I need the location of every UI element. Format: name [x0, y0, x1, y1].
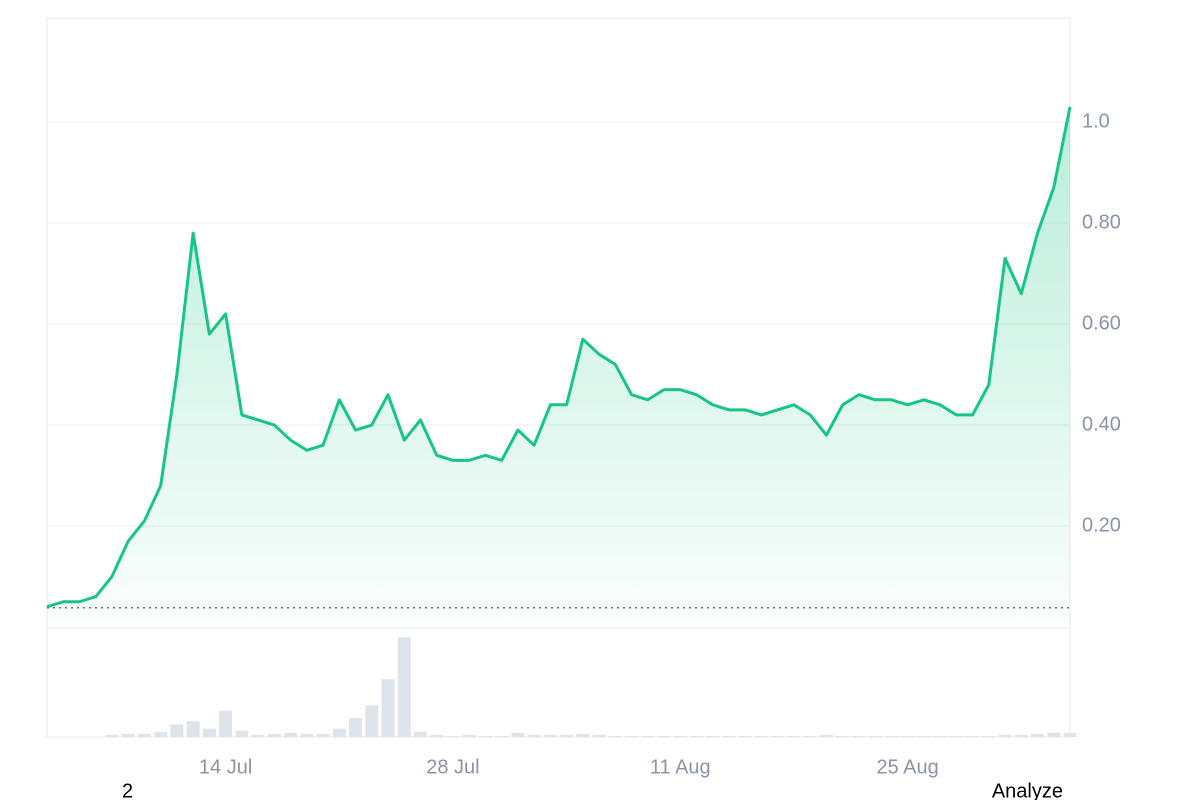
- volume-bar: [754, 735, 768, 737]
- volume-bar: [673, 735, 687, 737]
- volume-bar: [884, 735, 898, 737]
- volume-bar: [527, 734, 541, 737]
- volume-bar: [430, 734, 444, 737]
- volume-bar: [657, 735, 671, 737]
- volume-bar: [771, 735, 785, 737]
- volume-bar: [852, 735, 866, 737]
- volume-bar: [625, 735, 639, 737]
- volume-bar: [836, 735, 850, 737]
- volume-bar: [819, 734, 833, 737]
- volume-bar: [284, 732, 298, 737]
- volume-bar: [722, 735, 736, 737]
- volume-bar: [543, 734, 557, 737]
- y-tick-label: 1.0: [1082, 110, 1110, 132]
- y-tick-label: 0.60: [1082, 312, 1121, 334]
- volume-bar: [966, 735, 980, 737]
- volume-bar: [332, 728, 346, 737]
- volume-bar: [219, 710, 233, 737]
- volume-bar: [787, 735, 801, 737]
- volume-bar: [738, 735, 752, 737]
- y-tick-label: 0.80: [1082, 211, 1121, 233]
- y-tick-label: 0.20: [1082, 514, 1121, 536]
- volume-bar: [949, 735, 963, 737]
- footer-right[interactable]: Analyze: [992, 780, 1063, 802]
- volume-bar: [1031, 733, 1045, 737]
- volume-bar: [105, 734, 119, 737]
- volume-bar: [316, 733, 330, 737]
- volume-bar: [300, 733, 314, 737]
- price-area: [47, 106, 1070, 628]
- volume-bar: [154, 731, 168, 737]
- volume-bar: [137, 733, 151, 737]
- volume-bar: [576, 733, 590, 737]
- footer-left: 2: [122, 780, 133, 800]
- volume-bar: [592, 734, 606, 737]
- price-line: [46, 106, 1072, 609]
- volume-bar: [381, 679, 395, 737]
- volume-bar: [706, 735, 720, 737]
- volume-bar: [998, 734, 1012, 737]
- volume-bar: [1047, 732, 1061, 737]
- volume-bar: [690, 735, 704, 737]
- volume-bar: [608, 735, 622, 737]
- volume-bar: [901, 735, 915, 737]
- volume-bar: [446, 735, 460, 737]
- volume-bar: [560, 734, 574, 737]
- volume-bar: [511, 732, 525, 737]
- volume-bar: [917, 735, 931, 737]
- volume-bar: [933, 735, 947, 737]
- volume-bar: [186, 721, 200, 737]
- volume-bar: [267, 733, 281, 737]
- volume-bar: [462, 734, 476, 737]
- volume-bar: [397, 637, 411, 737]
- x-tick-label: 11 Aug: [650, 756, 711, 778]
- volume-bar: [1014, 734, 1028, 737]
- volume-bar: [251, 734, 265, 737]
- x-tick-label: 14 Jul: [199, 756, 252, 778]
- volume-bar: [495, 735, 509, 737]
- y-tick-label: 0.40: [1082, 413, 1121, 435]
- volume-bar: [641, 735, 655, 737]
- volume-bar: [235, 730, 249, 737]
- volume-bar: [202, 728, 216, 737]
- x-tick-label: 25 Aug: [876, 756, 938, 778]
- volume-bar: [349, 718, 363, 737]
- volume-bar: [413, 731, 427, 737]
- volume-bar: [1063, 732, 1077, 737]
- volume-bar: [803, 735, 817, 737]
- volume-bar: [478, 735, 492, 737]
- volume-bar: [170, 724, 184, 737]
- volume-bar: [868, 735, 882, 737]
- volume-bar: [982, 735, 996, 737]
- volume-bar: [365, 705, 379, 737]
- volume-bar: [121, 733, 135, 737]
- x-tick-label: 28 Jul: [426, 756, 479, 778]
